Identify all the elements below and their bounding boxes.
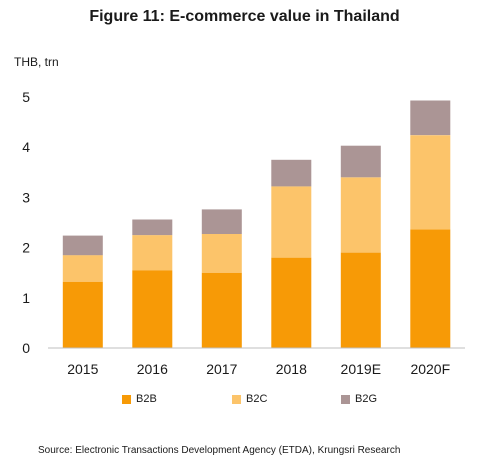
bar-b2b-2016 — [132, 270, 173, 348]
legend-item-b2c: B2C — [232, 393, 267, 405]
y-tick-label: 3 — [22, 189, 30, 205]
bar-b2b-2015 — [62, 281, 103, 348]
bar-b2g-2018 — [271, 159, 312, 187]
legend-swatch-b2c — [232, 394, 241, 404]
bar-b2c-2016 — [132, 235, 173, 271]
y-axis-unit-label: THB, trn — [14, 55, 59, 69]
legend-item-b2g: B2G — [341, 393, 377, 405]
y-tick-label: 2 — [22, 240, 30, 256]
y-tick-label: 1 — [22, 290, 30, 306]
legend-label-b2c: B2C — [246, 393, 268, 405]
bar-b2g-2015 — [62, 235, 103, 256]
chart-title: Figure 11: E-commerce value in Thailand — [89, 8, 400, 25]
bar-b2c-2020f — [410, 135, 451, 230]
legend-label-b2b: B2B — [136, 393, 157, 405]
legend-label-b2g: B2G — [355, 393, 378, 405]
y-tick-label: 5 — [22, 89, 30, 105]
bar-b2g-2017 — [201, 209, 242, 234]
bar-b2c-2017 — [201, 234, 242, 273]
x-tick-label: 2019E — [341, 361, 381, 377]
bar-b2g-2020f — [410, 100, 451, 136]
y-axis-ticks: 0 1 2 3 4 5 — [22, 89, 30, 356]
bar-b2b-2017 — [201, 272, 242, 348]
bar-b2c-2015 — [62, 255, 103, 282]
bar-b2g-2016 — [132, 219, 173, 236]
x-tick-label: 2015 — [67, 361, 98, 377]
bars — [62, 100, 451, 348]
x-tick-label: 2020F — [410, 361, 450, 377]
x-tick-label: 2016 — [137, 361, 168, 377]
x-tick-label: 2017 — [206, 361, 237, 377]
bar-b2b-2019e — [340, 252, 381, 348]
bar-b2g-2019e — [340, 145, 381, 178]
bar-b2b-2020f — [410, 229, 451, 348]
legend-swatch-b2g — [341, 394, 350, 404]
legend: B2B B2C B2G — [0, 393, 489, 415]
bar-b2c-2019e — [340, 177, 381, 253]
x-tick-label: 2018 — [276, 361, 307, 377]
source-note: Source: Electronic Transactions Developm… — [38, 445, 401, 456]
x-axis-ticks: 2015 2016 2017 2018 2019E 2020F — [67, 361, 450, 377]
bar-b2b-2018 — [271, 257, 312, 348]
legend-item-b2b: B2B — [122, 393, 157, 405]
y-tick-label: 4 — [22, 139, 30, 155]
legend-swatch-b2b — [122, 394, 131, 404]
bar-b2c-2018 — [271, 186, 312, 258]
y-tick-label: 0 — [22, 340, 30, 356]
